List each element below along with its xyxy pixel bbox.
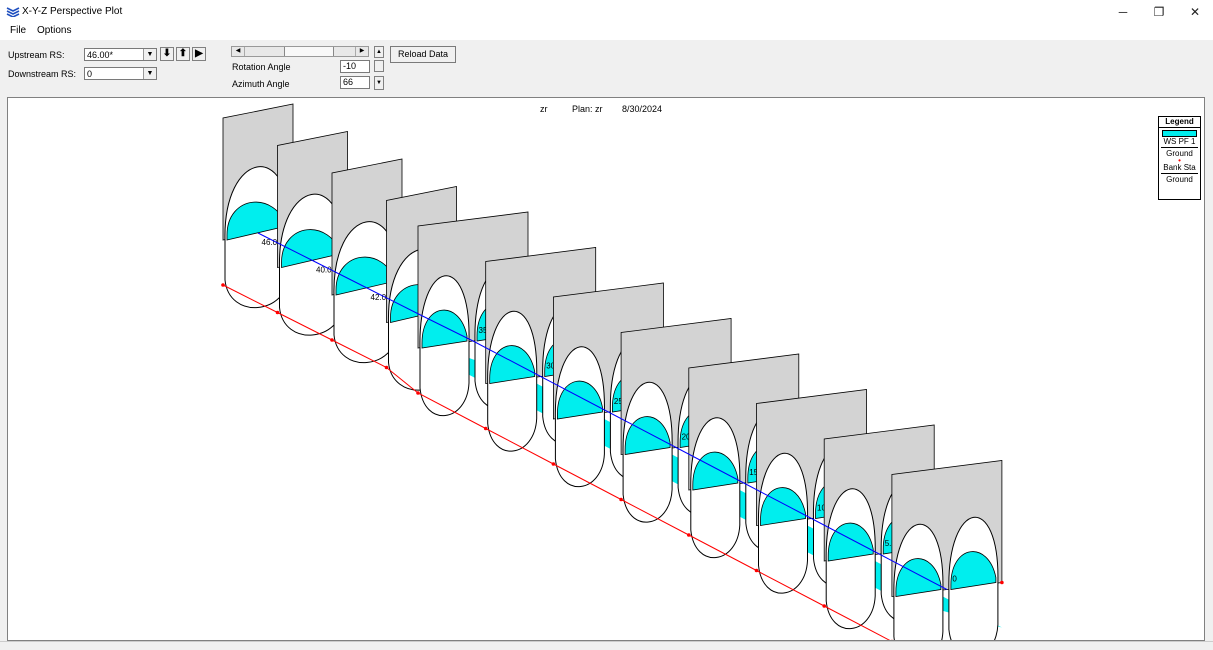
- reload-data-button[interactable]: Reload Data: [390, 46, 456, 63]
- rotation-spin-box[interactable]: [374, 60, 384, 72]
- bank-station-point: [276, 311, 280, 315]
- scroll-right-icon[interactable]: ▶: [355, 47, 368, 56]
- bank-station-point: [1000, 581, 1004, 585]
- bank-station-point: [330, 338, 334, 342]
- bank-station-point: [822, 604, 826, 608]
- chevron-down-icon[interactable]: ▼: [143, 49, 156, 60]
- azimuth-spin-down-icon[interactable]: ▼: [374, 76, 384, 90]
- rotation-field[interactable]: -10: [340, 60, 370, 73]
- bank-station-point: [416, 391, 420, 395]
- bank-station-point: [619, 498, 623, 502]
- legend-swatch-ws: [1162, 130, 1197, 137]
- rotation-slider[interactable]: ◀ ▶: [231, 46, 369, 57]
- bank-station-point: [385, 366, 389, 370]
- minimize-icon[interactable]: ─: [1104, 2, 1142, 22]
- rotation-label: Rotation Angle: [232, 62, 291, 72]
- upstream-select[interactable]: 46.00* ▼: [84, 48, 157, 61]
- upstream-label: Upstream RS:: [8, 50, 65, 60]
- downstream-value: 0: [87, 69, 92, 79]
- legend-swatch-ground: [1161, 147, 1198, 148]
- azimuth-field[interactable]: 66: [340, 76, 370, 89]
- azimuth-label: Azimuth Angle: [232, 79, 290, 89]
- scroll-left-icon[interactable]: ◀: [232, 47, 245, 56]
- menu-options[interactable]: Options: [37, 25, 71, 36]
- menu-file[interactable]: File: [10, 25, 26, 36]
- plot-area[interactable]: zr Plan: zr 8/30/2024 46.00*40.00*42.00*…: [7, 97, 1205, 641]
- window-title: X-Y-Z Perspective Plot: [22, 6, 122, 17]
- perspective-plot: 46.00*40.00*42.00*38.00*35*3025.000*20.0…: [8, 98, 1204, 640]
- legend-item-bank: Bank Sta: [1159, 163, 1200, 172]
- restore-icon[interactable]: ❐: [1140, 2, 1178, 22]
- legend: Legend WS PF 1 Ground • Bank Sta Ground: [1158, 116, 1201, 200]
- toolbar: Upstream RS: 46.00* ▼ ⬇ ⬆ ▶ Downstream R…: [0, 40, 1213, 97]
- legend-item-ws: WS PF 1: [1159, 137, 1200, 146]
- legend-item-ground2: Ground: [1159, 175, 1200, 184]
- arrow-down-icon[interactable]: ⬇: [160, 47, 174, 61]
- downstream-label: Downstream RS:: [8, 69, 76, 79]
- upstream-value: 46.00*: [87, 50, 113, 60]
- bank-station-point: [221, 283, 225, 287]
- legend-swatch-ground2: [1161, 173, 1198, 174]
- bank-station-point: [552, 462, 556, 466]
- menu-bar: File Options: [0, 22, 1213, 40]
- title-bar: X-Y-Z Perspective Plot ─ ❐ ✕: [0, 0, 1213, 22]
- arrow-up-icon[interactable]: ⬆: [176, 47, 190, 61]
- play-icon[interactable]: ▶: [192, 47, 206, 61]
- bank-station-point: [755, 569, 759, 573]
- river-station-label: 0: [952, 575, 957, 584]
- downstream-select[interactable]: 0 ▼: [84, 67, 157, 80]
- bank-station-point: [484, 427, 488, 431]
- bank-station-point: [687, 533, 691, 537]
- legend-title: Legend: [1159, 117, 1200, 128]
- slider-thumb[interactable]: [284, 47, 334, 56]
- app-icon: [6, 6, 20, 17]
- chevron-down-icon[interactable]: ▼: [143, 68, 156, 79]
- rotation-spin-up-icon[interactable]: ▲: [374, 46, 384, 58]
- close-icon[interactable]: ✕: [1176, 2, 1213, 22]
